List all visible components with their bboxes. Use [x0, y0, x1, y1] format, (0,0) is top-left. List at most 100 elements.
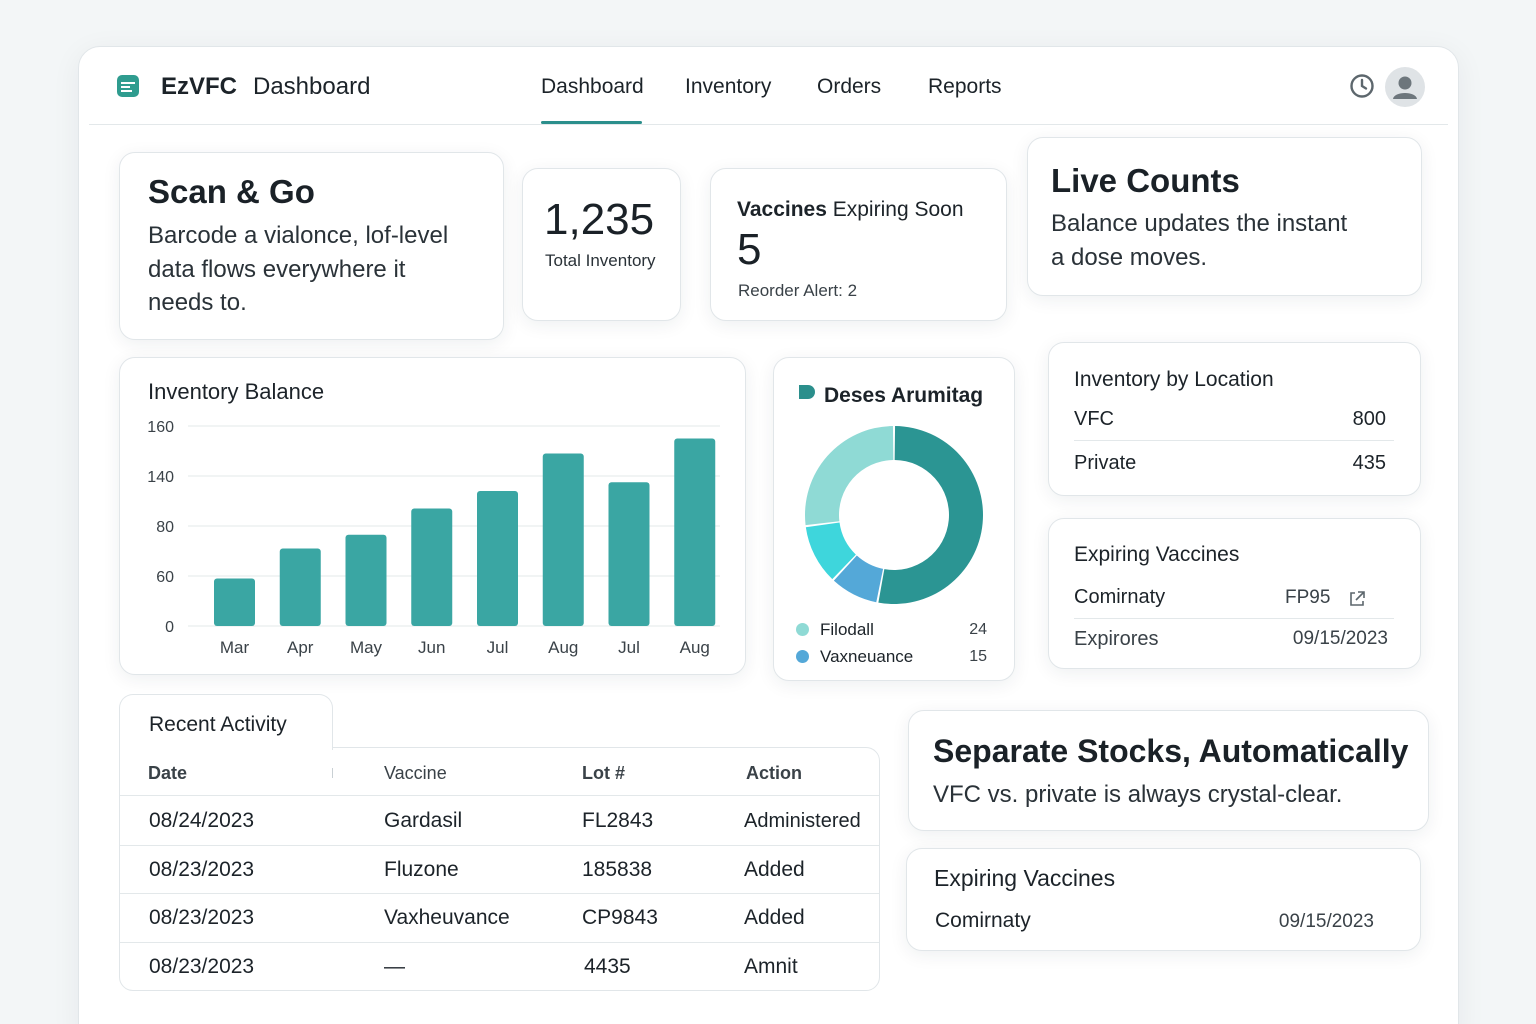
y-tick-label: 60	[156, 569, 174, 586]
y-tick-label: 160	[147, 419, 174, 436]
column-resize-handle[interactable]	[332, 768, 333, 778]
expiring-soon-count: 5	[737, 225, 762, 274]
separate-stocks-card: Separate Stocks, Automatically VFC vs. p…	[908, 710, 1429, 831]
expiring-row-1-label[interactable]: Comirnaty	[1074, 586, 1166, 608]
expiring-card-2-title: Expiring Vaccines	[934, 865, 1116, 891]
column-header-action[interactable]: Action	[746, 763, 802, 783]
legend-value-filodall: 24	[969, 621, 987, 638]
cell-lot: CP9843	[582, 906, 658, 929]
location-vfc-label: VFC	[1074, 408, 1114, 430]
column-header-vaccine[interactable]: Vaccine	[384, 763, 447, 783]
location-private-label: Private	[1074, 452, 1137, 474]
x-tick-label: Apr	[287, 638, 314, 657]
cell-action: Added	[744, 858, 805, 881]
expiring-divider	[1074, 618, 1394, 619]
donut-slice	[833, 555, 884, 603]
donut-slice	[805, 426, 894, 526]
cell-vaccine: Gardasil	[384, 809, 463, 832]
history-icon[interactable]	[1349, 73, 1375, 99]
nav-inventory[interactable]: Inventory	[685, 75, 772, 98]
bar	[345, 534, 387, 626]
donut-card-icon	[799, 385, 815, 399]
separate-stocks-body: VFC vs. private is always crystal-clear.	[933, 781, 1343, 808]
bar	[477, 491, 518, 626]
expiring-card-2-date: 09/15/2023	[1278, 911, 1374, 932]
cell-date: 08/23/2023	[149, 955, 255, 978]
nav-dashboard[interactable]: Dashboard	[541, 75, 644, 98]
location-card-title: Inventory by Location	[1074, 368, 1274, 391]
nav-reports[interactable]: Reports	[928, 75, 1002, 98]
scan-card-line-2: data flows everywhere it	[148, 256, 406, 283]
expiring-vaccines-card-2: Expiring Vaccines Comirnaty 09/15/2023	[906, 848, 1421, 951]
scan-card-title: Scan & Go	[148, 173, 315, 210]
app-logo-icon	[117, 75, 139, 97]
nav-active-indicator	[541, 121, 642, 124]
scan-card-line-1: Barcode a vialonce, lof-level	[148, 222, 449, 249]
separate-stocks-title: Separate Stocks, Automatically	[933, 733, 1409, 769]
x-tick-label: May	[350, 638, 383, 657]
header-divider	[120, 795, 879, 796]
legend-dot-vaxneuance	[796, 650, 809, 663]
location-vfc-value: 800	[1352, 408, 1386, 430]
donut-card-title: Deses Arumitag	[824, 384, 984, 407]
y-tick-label: 140	[147, 469, 174, 486]
expiring-card-title: Expiring Vaccines	[1074, 543, 1240, 566]
cell-lot: 4435	[584, 955, 631, 978]
total-inventory-card: 1,235 Total Inventory	[522, 168, 681, 321]
x-tick-label: Aug	[680, 638, 710, 657]
location-divider	[1074, 440, 1394, 441]
app-brand: EzVFC	[161, 73, 238, 100]
cell-lot: FL2843	[582, 809, 654, 832]
cell-vaccine: Fluzone	[384, 858, 459, 881]
x-tick-label: Mar	[220, 638, 250, 657]
column-header-lot[interactable]: Lot #	[582, 763, 625, 783]
donut-slice	[805, 522, 856, 580]
live-counts-line-2: a dose moves.	[1051, 244, 1208, 271]
scan-and-go-card: Scan & Go Barcode a vialonce, lof-level …	[119, 152, 504, 340]
legend-label-vaxneuance: Vaxneuance	[820, 647, 914, 666]
x-tick-label: Jul	[618, 638, 640, 657]
donut-card: Deses Arumitag Filodall 24 Vaxneuance 15	[773, 357, 1015, 681]
cell-lot: 185838	[582, 858, 653, 881]
row-divider	[120, 893, 879, 894]
recent-activity-table: Date Vaccine Lot # Action 08/24/2023 Gar…	[119, 747, 880, 991]
location-private-value: 435	[1352, 452, 1386, 474]
donut-chart	[805, 426, 983, 604]
cell-date: 08/23/2023	[149, 906, 255, 929]
expiring-row-1-value: FP95	[1285, 587, 1331, 608]
inventory-balance-chart: 160 140 80 60 0 Mar Apr May Jun Jul Aug Jul Aug	[147, 419, 720, 657]
legend-value-vaxneuance: 15	[969, 648, 987, 665]
legend-dot-filodall	[796, 623, 809, 636]
cell-action: Amnit	[744, 955, 798, 978]
bar	[608, 482, 650, 626]
reorder-alert: Reorder Alert: 2	[738, 281, 858, 300]
y-tick-label: 80	[156, 519, 174, 536]
expiring-vaccines-card: Expiring Vaccines Comirnaty FP95 Expiror…	[1048, 518, 1421, 669]
donut-slice	[878, 426, 983, 604]
expiring-soon-title-bold: Vaccines	[737, 198, 827, 221]
x-tick-label: Jun	[418, 638, 445, 657]
row-divider	[120, 845, 879, 846]
top-navigation-bar: EzVFC Dashboard Dashboard Inventory Orde…	[89, 47, 1448, 125]
x-tick-label: Aug	[548, 638, 578, 657]
bar	[542, 453, 584, 626]
column-header-date[interactable]: Date	[148, 763, 188, 783]
total-inventory-label: Total Inventory	[545, 251, 656, 270]
live-counts-title: Live Counts	[1051, 162, 1240, 199]
total-inventory-value: 1,235	[544, 195, 655, 244]
cell-date: 08/23/2023	[149, 858, 255, 881]
page-title: Dashboard	[253, 73, 371, 100]
bar	[279, 548, 321, 626]
row-divider	[120, 942, 879, 943]
bar	[411, 508, 453, 626]
expiring-card-2-label[interactable]: Comirnaty	[935, 909, 1031, 932]
nav-orders[interactable]: Orders	[817, 75, 882, 98]
inventory-balance-title: Inventory Balance	[148, 379, 325, 404]
user-avatar-icon[interactable]	[1385, 67, 1425, 107]
external-link-icon[interactable]	[1348, 590, 1366, 608]
cell-vaccine: —	[384, 955, 405, 978]
tab-recent-activity[interactable]: Recent Activity	[119, 694, 333, 750]
inventory-balance-card: Inventory Balance 160 140 80 60 0 Mar Apr May Ju…	[119, 357, 746, 675]
expiring-row-2-label: Expirores	[1074, 628, 1159, 650]
y-tick-label: 0	[165, 619, 174, 636]
